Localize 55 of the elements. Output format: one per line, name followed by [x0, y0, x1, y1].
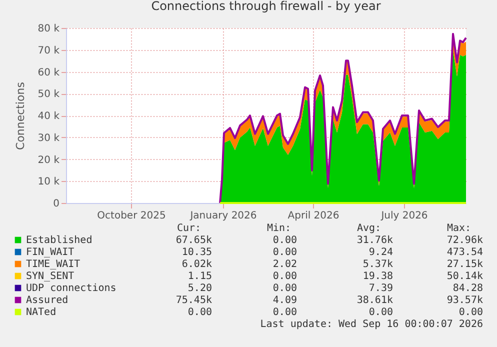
x-tick-label: January 2026	[189, 210, 257, 222]
legend-label: UDP connections	[26, 283, 116, 294]
text: 0.00	[272, 247, 297, 258]
legend-label: Assured	[26, 295, 68, 306]
text: 0.00	[272, 271, 297, 282]
x-tick-label: July 2026	[380, 210, 428, 222]
y-tick-label: 40 k	[38, 111, 60, 122]
text: 6.02k	[182, 259, 212, 270]
legend-label: Established	[26, 235, 92, 246]
text: 19.38	[362, 271, 393, 282]
x-tick-label: October 2025	[97, 210, 166, 222]
text: 93.57k	[446, 295, 483, 306]
text: Cur:	[177, 223, 202, 234]
text: 1.15	[188, 271, 212, 282]
text: Max:	[447, 223, 472, 234]
text: Avg:	[357, 223, 382, 234]
legend-label: NATed	[26, 307, 56, 318]
text: Last update: Wed Sep 16 00:00:07 2026	[260, 319, 483, 330]
y-tick-label: 10 k	[38, 176, 60, 188]
text: 84.28	[452, 283, 483, 294]
legend-label: SYN_SENT	[26, 271, 74, 282]
text: 31.76k	[356, 235, 393, 246]
text: 50.14k	[446, 271, 483, 282]
y-tick-label: 20 k	[38, 154, 60, 166]
x-tick-label: April 2026	[288, 210, 340, 222]
text: 2.02	[272, 259, 297, 270]
text: 9.24	[368, 247, 393, 258]
text: 10.35	[182, 247, 212, 258]
text: 0.00	[272, 307, 297, 318]
text: 473.54	[446, 247, 483, 258]
legend-label: TIME_WAIT	[26, 259, 80, 270]
text: 75.45k	[176, 295, 212, 306]
text: 5.20	[188, 283, 212, 294]
text: 72.96k	[446, 235, 483, 246]
text: 67.65k	[176, 235, 212, 246]
text: 0.00	[368, 307, 393, 318]
text: 5.37k	[362, 259, 393, 270]
chart-title: Connections through firewall - by year	[151, 0, 381, 13]
text: 7.39	[368, 283, 393, 294]
text: 4.09	[272, 295, 297, 306]
text: 0.00	[188, 307, 212, 318]
text: Min:	[267, 223, 292, 234]
y-tick-label: 60 k	[38, 67, 60, 78]
text: 0.00	[272, 283, 297, 294]
legend-label: FIN_WAIT	[26, 247, 74, 258]
y-tick-label: 30 k	[38, 132, 60, 144]
y-tick-label: 50 k	[38, 89, 60, 100]
y-axis-title: Connections	[14, 82, 27, 150]
y-tick-label: 80 k	[38, 24, 60, 34]
text: 27.15k	[446, 259, 483, 270]
y-tick-label: 0	[53, 198, 60, 210]
text: 38.61k	[356, 295, 393, 306]
text: 0.00	[458, 307, 483, 318]
text: 0.00	[272, 235, 297, 246]
y-tick-label: 70 k	[38, 45, 60, 56]
